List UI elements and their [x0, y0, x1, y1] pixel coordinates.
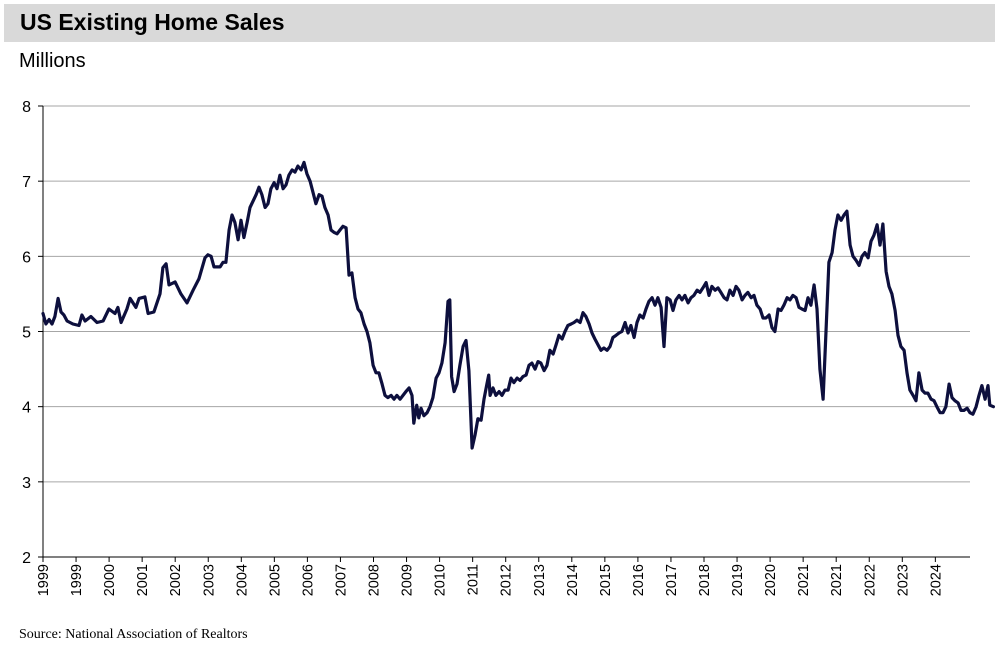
x-tick-label: 2007 — [333, 564, 349, 596]
y-tick-labels: 2 3 4 5 6 7 8 — [22, 99, 31, 567]
x-tick-label: 2015 — [598, 564, 614, 596]
series-group — [41, 160, 995, 450]
x-tick-label: 2000 — [102, 564, 118, 596]
chart-subtitle: Millions — [19, 50, 86, 72]
x-tick-label: 2002 — [168, 564, 184, 596]
x-tick-label: 2005 — [267, 564, 283, 596]
x-tick-label: 2019 — [730, 564, 746, 596]
x-tick-label: 2009 — [400, 564, 416, 596]
x-tick-label: 2004 — [234, 564, 250, 596]
x-tick-label: 2023 — [895, 564, 911, 596]
y-tick-label: 3 — [22, 475, 31, 492]
chart-title: US Existing Home Sales — [20, 9, 285, 35]
x-tick-label: 2006 — [300, 564, 316, 596]
series-line-0 — [41, 160, 995, 450]
source-note: Source: National Association of Realtors — [19, 627, 248, 642]
x-tick-label: 1999 — [36, 564, 52, 596]
x-tick-label: 2010 — [433, 564, 449, 596]
x-tick-label: 2017 — [664, 564, 680, 596]
y-tick-label: 8 — [22, 99, 31, 116]
x-tick-label: 2008 — [367, 564, 383, 596]
x-tick-label: 2011 — [466, 564, 482, 595]
x-tick-label: 2014 — [565, 564, 581, 596]
x-tick-label: 2012 — [499, 564, 515, 596]
y-tick-label: 4 — [22, 400, 31, 417]
x-tick-label: 1999 — [69, 564, 85, 596]
y-tick-label: 2 — [22, 550, 31, 567]
x-tick-label: 2020 — [763, 564, 779, 596]
y-tick-label: 5 — [22, 325, 31, 342]
x-tick-label: 2022 — [862, 564, 878, 596]
x-tick-label: 2021 — [796, 564, 812, 596]
x-tick-labels: 1999 1999 2000 2001 2002 2003 2004 2005 2006 2007… — [36, 564, 944, 596]
x-tick-label: 2021 — [829, 564, 845, 596]
gridlines — [43, 105, 970, 483]
y-tick-label: 7 — [22, 174, 31, 191]
axes — [38, 105, 970, 562]
x-tick-label: 2016 — [631, 564, 647, 596]
x-tick-label: 2003 — [201, 564, 217, 596]
x-tick-label: 2013 — [532, 564, 548, 596]
y-tick-label: 6 — [22, 249, 31, 266]
title-bar: US Existing Home Sales — [4, 4, 995, 42]
x-tick-label: 2024 — [928, 564, 944, 596]
x-tick-label: 2001 — [135, 564, 151, 596]
x-tick-label: 2018 — [697, 564, 713, 596]
